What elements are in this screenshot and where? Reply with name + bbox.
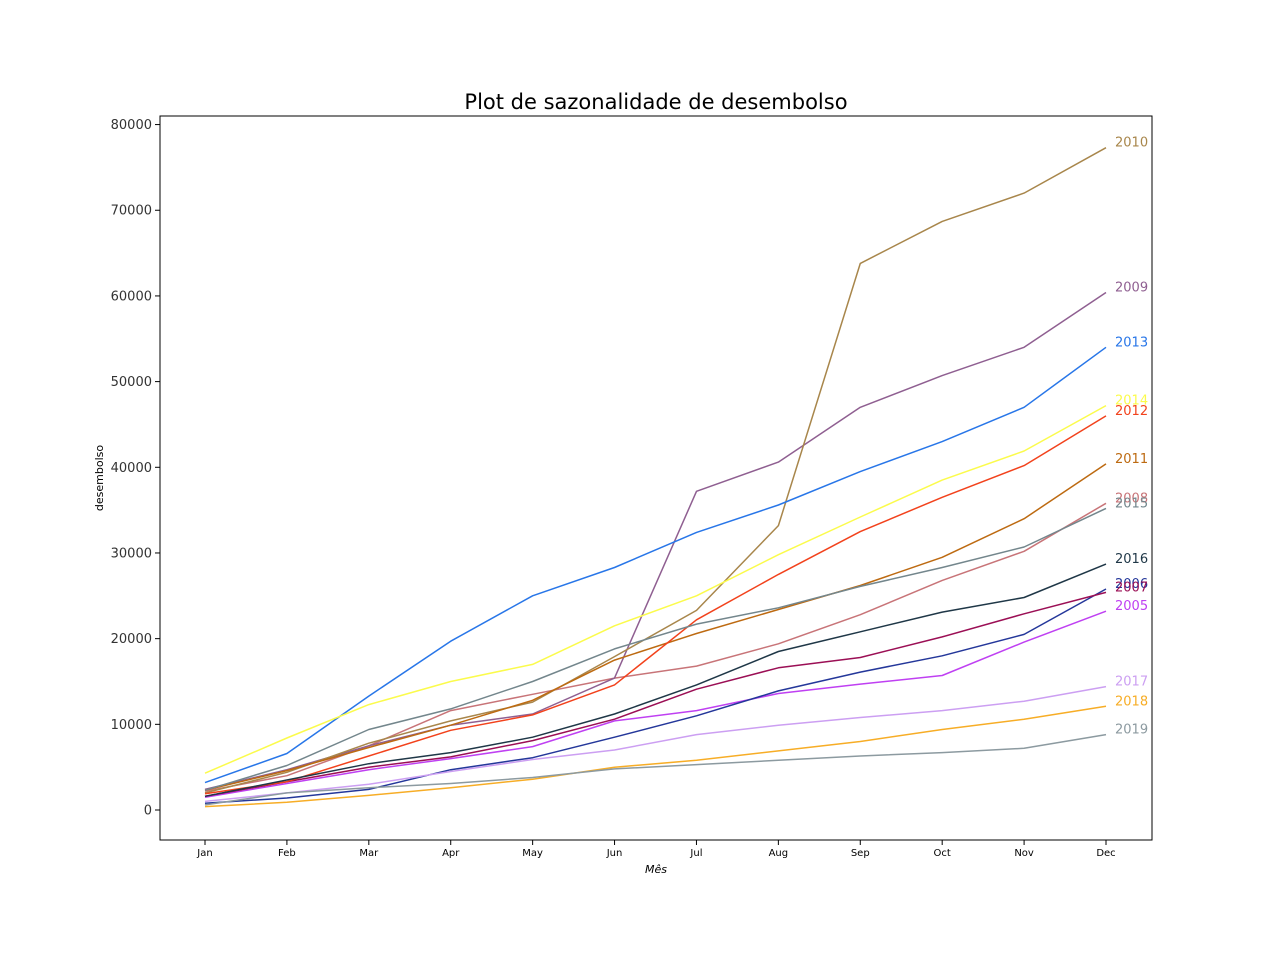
series-label-2010: 2010: [1115, 136, 1148, 151]
series-layer: [204, 147, 1107, 808]
series-line-2019: [204, 733, 1107, 806]
series-label-2016: 2016: [1115, 552, 1148, 567]
x-tick-label: Nov: [1014, 848, 1034, 859]
y-tick-label: 40000: [111, 461, 152, 476]
x-tick-label: Feb: [278, 848, 296, 859]
series-line-2018: [204, 705, 1107, 808]
x-tick-label: Sep: [851, 848, 870, 859]
series-label-2005: 2005: [1115, 599, 1148, 614]
y-tick-label: 70000: [111, 204, 152, 219]
series-line-2015: [204, 507, 1107, 792]
x-tick-label: Dec: [1096, 848, 1115, 859]
x-tick-label: Jul: [689, 848, 702, 859]
series-label-2009: 2009: [1115, 281, 1148, 296]
series-line-2009: [204, 291, 1107, 791]
series-line-2011: [204, 463, 1107, 792]
y-axis-label: desembolso: [93, 445, 106, 511]
y-tick-label: 10000: [111, 718, 152, 733]
series-label-2014: 2014: [1115, 394, 1148, 409]
y-tick-label: 0: [144, 804, 152, 819]
series-label-2007: 2007: [1115, 580, 1148, 595]
series-line-2010: [204, 147, 1107, 794]
plot-frame: [159, 115, 1153, 841]
series-line-2014: [204, 404, 1107, 774]
series-label-2018: 2018: [1115, 694, 1148, 709]
series-line-2012: [204, 415, 1107, 795]
series-label-2019: 2019: [1115, 723, 1148, 738]
x-tick-label: Mar: [359, 848, 379, 859]
series-line-2007: [204, 591, 1107, 798]
y-tick-label: 80000: [111, 118, 152, 133]
series-line-2006: [204, 588, 1107, 804]
chart-title: Plot de sazonalidade de desembolso: [464, 90, 847, 114]
series-label-2015: 2015: [1115, 496, 1148, 511]
x-tick-label: Oct: [934, 848, 951, 859]
x-tick-label: Apr: [442, 848, 460, 859]
series-line-2016: [204, 563, 1107, 798]
x-tick-label: May: [522, 848, 543, 859]
y-tick-label: 20000: [111, 632, 152, 647]
series-line-2013: [204, 346, 1107, 784]
x-axis-label: Mês: [645, 863, 667, 876]
series-line-2005: [204, 610, 1107, 798]
series-label-2017: 2017: [1115, 675, 1148, 690]
x-axis: Jan Feb Mar Apr May Jun Jul Aug Sep Oct Nov Dec: [196, 840, 1116, 859]
series-label-2008: 2008: [1115, 491, 1148, 506]
series-label-2011: 2011: [1115, 452, 1148, 467]
y-tick-label: 60000: [111, 289, 152, 304]
series-label-2012: 2012: [1115, 404, 1148, 419]
x-tick-label: Jan: [196, 848, 212, 859]
y-tick-label: 50000: [111, 375, 152, 390]
x-tick-label: Aug: [769, 848, 789, 859]
y-tick-label: 30000: [111, 546, 152, 561]
series-label-2013: 2013: [1115, 335, 1148, 350]
series-line-2017: [204, 685, 1107, 803]
series-label-2006: 2006: [1115, 577, 1148, 592]
y-axis: 0 10000 20000 30000 40000 50000 60000 70000 8000…: [111, 118, 160, 819]
x-tick-label: Jun: [606, 848, 623, 859]
